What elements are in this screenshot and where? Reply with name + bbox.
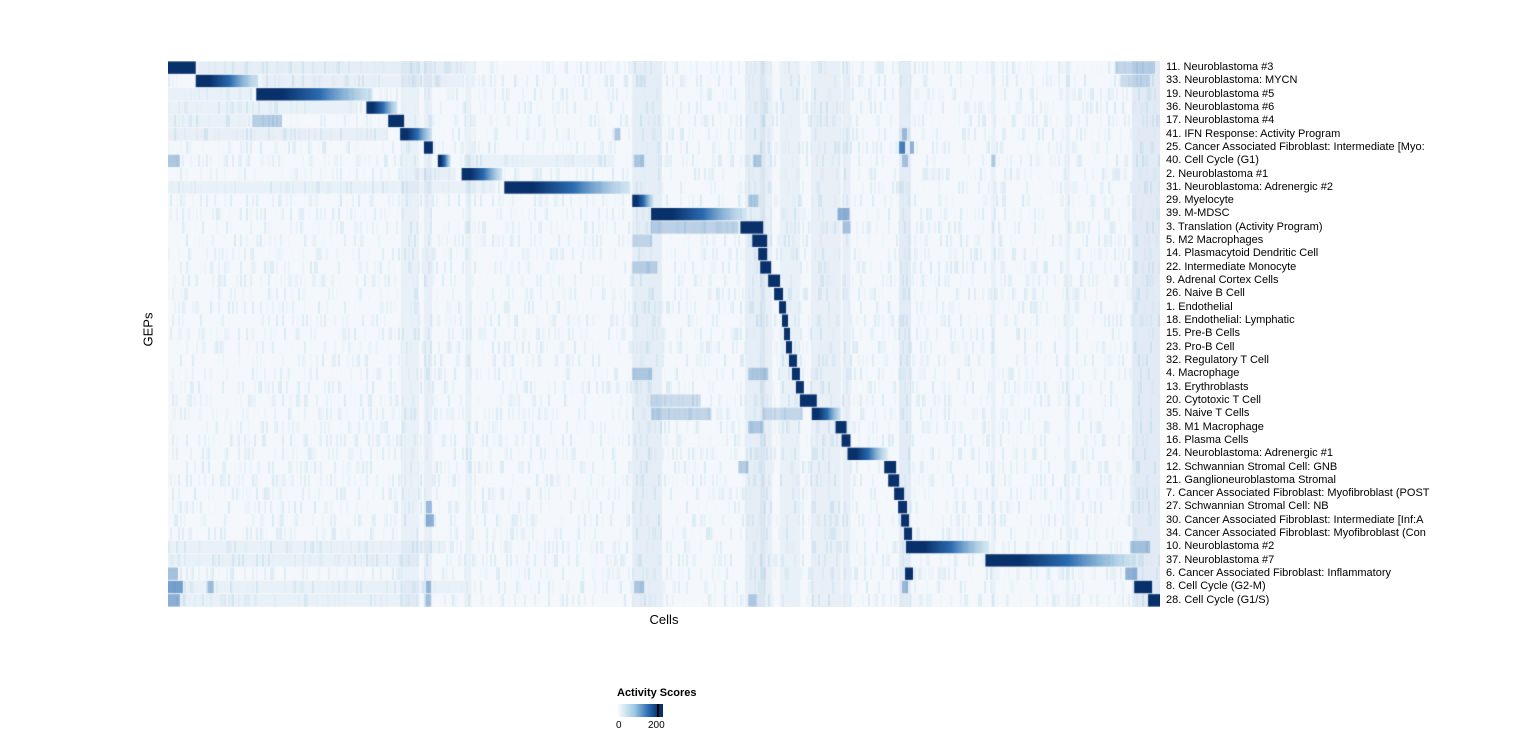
row-label: 13. Erythroblasts	[1166, 380, 1249, 393]
row-label: 2. Neuroblastoma #1	[1166, 167, 1269, 180]
row-label: 14. Plasmacytoid Dendritic Cell	[1166, 247, 1319, 260]
row-label: 17. Neuroblastoma #4	[1166, 114, 1275, 127]
row-label: 41. IFN Response: Activity Program	[1166, 127, 1341, 140]
heatmap-canvas	[168, 61, 1160, 607]
row-label: 21. Ganglioneuroblastoma Stromal	[1166, 473, 1336, 486]
row-label: 26. Naive B Cell	[1166, 287, 1245, 300]
row-label: 10. Neuroblastoma #2	[1166, 540, 1275, 553]
row-label: 11. Neuroblastoma #3	[1166, 61, 1274, 73]
row-label: 25. Cancer Associated Fibroblast: Interm…	[1166, 140, 1425, 153]
row-label: 8. Cell Cycle (G2-M)	[1166, 580, 1266, 593]
row-label: 28. Cell Cycle (G1/S)	[1166, 593, 1270, 606]
row-label: 39. M-MDSC	[1166, 207, 1230, 220]
row-label: 1. Endothelial	[1166, 300, 1233, 313]
row-label: 19. Neuroblastoma #5	[1166, 87, 1275, 100]
row-label: 37. Neuroblastoma #7	[1166, 553, 1275, 566]
legend: Activity Scores 0 200	[616, 687, 757, 732]
row-label: 40. Cell Cycle (G1)	[1166, 154, 1259, 167]
row-label: 12. Schwannian Stromal Cell: GNB	[1166, 460, 1338, 473]
row-label: 9. Adrenal Cortex Cells	[1166, 274, 1279, 287]
y-axis-label: GEPs	[140, 312, 156, 347]
legend-title: Activity Scores	[617, 687, 697, 699]
row-label: 7. Cancer Associated Fibroblast: Myofibr…	[1166, 487, 1430, 500]
row-label: 24. Neuroblastoma: Adrenergic #1	[1166, 447, 1333, 460]
row-label: 27. Schwannian Stromal Cell: NB	[1166, 500, 1329, 513]
row-label: 3. Translation (Activity Program)	[1166, 220, 1323, 233]
row-label: 34. Cancer Associated Fibroblast: Myofib…	[1166, 527, 1426, 540]
row-label: 6. Cancer Associated Fibroblast: Inflamm…	[1166, 567, 1391, 580]
row-label: 22. Intermediate Monocyte	[1166, 260, 1297, 273]
row-label: 4. Macrophage	[1166, 367, 1240, 380]
legend-colorbar	[617, 704, 663, 717]
legend-colorbar-tick	[657, 704, 659, 717]
row-label: 35. Naive T Cells	[1166, 407, 1250, 420]
row-label: 18. Endothelial: Lymphatic	[1166, 314, 1295, 327]
row-label: 33. Neuroblastoma: MYCN	[1166, 74, 1298, 87]
row-label: 38. M1 Macrophage	[1166, 420, 1264, 433]
row-label: 16. Plasma Cells	[1166, 433, 1249, 446]
row-label: 15. Pre-B Cells	[1166, 327, 1240, 340]
row-label: 30. Cancer Associated Fibroblast: Interm…	[1166, 513, 1424, 526]
legend-ticks: 0 200	[616, 720, 687, 732]
heatmap-row-labels: 11. Neuroblastoma #3 33. Neuroblastoma: M…	[1166, 61, 1540, 607]
x-axis-label: Cells	[649, 612, 679, 627]
legend-tick-min: 0	[616, 720, 622, 731]
row-label: 29. Myelocyte	[1166, 194, 1234, 207]
row-label: 32. Regulatory T Cell	[1166, 353, 1269, 366]
row-label: 20. Cytotoxic T Cell	[1166, 393, 1261, 406]
row-label: 5. M2 Macrophages	[1166, 234, 1264, 247]
row-label: 31. Neuroblastoma: Adrenergic #2	[1166, 180, 1333, 193]
row-label: 23. Pro-B Cell	[1166, 340, 1235, 353]
row-label: 36. Neuroblastoma #6	[1166, 100, 1275, 113]
legend-tick-max: 200	[648, 720, 665, 731]
